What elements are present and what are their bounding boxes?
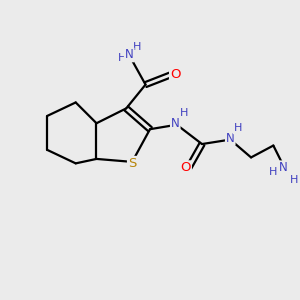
Text: H: H: [268, 167, 277, 177]
Text: N: N: [171, 117, 180, 130]
Text: O: O: [180, 161, 191, 174]
Text: H: H: [233, 123, 242, 133]
Text: N: N: [125, 48, 134, 62]
Text: S: S: [128, 157, 136, 170]
Text: H: H: [118, 53, 126, 63]
Text: O: O: [170, 68, 181, 81]
Text: N: N: [226, 132, 235, 145]
Text: H: H: [290, 175, 298, 185]
Text: H: H: [180, 108, 188, 118]
Text: H: H: [132, 43, 141, 52]
Text: N: N: [279, 161, 288, 174]
